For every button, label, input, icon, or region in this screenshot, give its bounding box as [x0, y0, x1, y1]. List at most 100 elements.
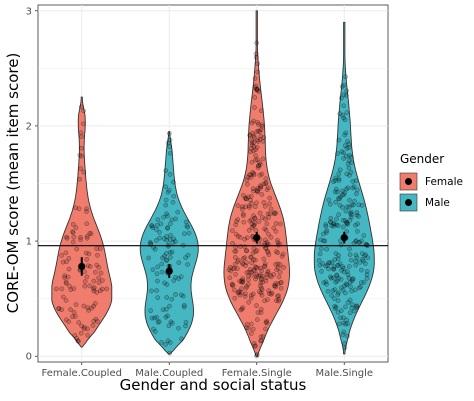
legend-label-female: Female	[425, 176, 463, 188]
data-point	[341, 269, 347, 275]
data-point	[63, 317, 69, 323]
data-point	[342, 190, 347, 195]
data-point	[234, 219, 239, 224]
data-point	[258, 306, 264, 312]
data-point	[317, 251, 323, 257]
data-point	[259, 192, 265, 197]
data-point	[349, 278, 355, 284]
data-point	[172, 239, 178, 244]
data-point	[337, 202, 343, 208]
data-point	[87, 264, 93, 269]
data-point	[339, 192, 345, 198]
data-point	[343, 304, 348, 310]
data-point	[266, 291, 272, 296]
data-point	[332, 189, 338, 195]
data-point	[254, 40, 260, 46]
data-point	[165, 140, 171, 146]
data-point	[343, 130, 349, 136]
data-point	[159, 261, 165, 267]
data-point	[353, 222, 358, 228]
data-point	[238, 244, 243, 249]
data-point	[96, 265, 102, 270]
data-point	[229, 281, 235, 287]
data-point	[331, 266, 337, 272]
data-point	[361, 233, 367, 238]
data-point	[86, 307, 91, 313]
data-point	[335, 223, 341, 228]
data-point	[169, 249, 175, 255]
data-point	[171, 179, 176, 185]
data-point	[273, 249, 279, 255]
data-point	[336, 212, 341, 217]
data-point	[173, 292, 178, 297]
data-point	[232, 261, 238, 267]
data-point	[70, 239, 76, 245]
data-point	[84, 257, 90, 262]
data-point	[346, 158, 352, 163]
data-point	[344, 269, 350, 274]
data-point	[63, 250, 69, 256]
data-point	[348, 211, 353, 216]
data-point	[259, 171, 265, 177]
data-point	[353, 258, 359, 264]
data-point	[70, 230, 76, 236]
data-point	[157, 235, 162, 241]
data-point	[257, 210, 263, 216]
data-point	[336, 253, 341, 258]
data-point	[253, 153, 258, 158]
data-point	[91, 286, 96, 292]
data-point	[78, 330, 84, 336]
data-point	[245, 174, 251, 180]
data-point	[331, 221, 337, 227]
violins	[51, 10, 375, 357]
data-point	[346, 204, 352, 210]
data-point	[257, 183, 263, 189]
data-point	[341, 82, 347, 88]
legend-label-male: Male	[425, 197, 450, 209]
data-point	[324, 246, 330, 252]
data-point	[251, 135, 257, 140]
data-point	[341, 192, 347, 198]
data-point	[63, 298, 69, 303]
data-point	[346, 264, 352, 269]
data-point	[163, 257, 169, 263]
data-point	[232, 287, 237, 293]
data-point	[248, 172, 254, 178]
data-point	[262, 216, 268, 222]
x-tick-label: Female.Coupled	[42, 368, 122, 379]
data-point	[175, 209, 181, 215]
data-point	[325, 288, 331, 294]
data-point	[320, 261, 326, 267]
data-point	[271, 225, 277, 231]
data-point	[243, 285, 249, 291]
data-point	[232, 248, 238, 254]
data-point	[352, 287, 358, 293]
data-point	[167, 250, 173, 255]
data-point	[170, 199, 176, 205]
data-point	[154, 314, 160, 320]
data-point	[235, 217, 241, 222]
legend-title: Gender	[400, 152, 444, 166]
data-point	[167, 137, 173, 143]
data-point	[349, 302, 355, 307]
data-point	[183, 255, 188, 260]
data-point	[178, 274, 184, 280]
data-point	[259, 273, 265, 279]
data-point	[92, 301, 98, 306]
data-point	[165, 338, 171, 344]
data-point	[264, 318, 270, 324]
data-point	[67, 283, 72, 289]
data-point	[359, 267, 364, 273]
data-point	[148, 241, 154, 246]
data-point	[256, 273, 262, 279]
data-point	[256, 219, 262, 224]
data-point	[80, 121, 86, 127]
data-point	[253, 264, 259, 270]
data-point	[317, 262, 323, 268]
data-point	[152, 329, 158, 334]
data-point	[331, 266, 336, 272]
data-point	[346, 275, 352, 281]
data-point	[278, 285, 284, 291]
data-point	[254, 272, 260, 277]
data-point	[275, 237, 280, 243]
